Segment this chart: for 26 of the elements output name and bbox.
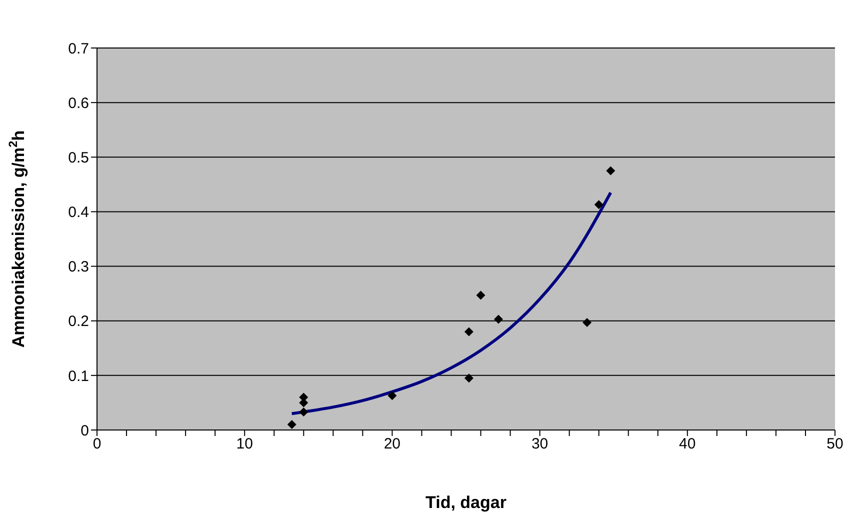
x-tick-label: 0 <box>92 436 102 453</box>
point <box>464 374 474 383</box>
x-tick-label: 50 <box>826 436 844 453</box>
line-series <box>290 191 612 416</box>
point <box>287 420 296 430</box>
point <box>594 200 604 210</box>
y-tick-label: 0.2 <box>68 313 89 330</box>
y-tick-label: 0.4 <box>68 204 89 222</box>
y-tick-label: 0.3 <box>68 258 89 276</box>
y-tick-label: 0 <box>80 422 89 440</box>
y-tick-label: 0.5 <box>68 149 89 166</box>
point <box>388 391 397 400</box>
y-tick-label: 0.1 <box>68 368 89 385</box>
point <box>582 318 592 327</box>
x-tick-label: 30 <box>531 436 548 453</box>
x-tick-label: 20 <box>384 436 401 453</box>
x-axis-title: Tid, dagar <box>426 493 507 512</box>
y-tick-label: 0.6 <box>68 94 89 112</box>
x-tick-label: 40 <box>679 436 696 453</box>
point <box>299 407 308 416</box>
point <box>464 327 474 336</box>
y-tick-label: 0.7 <box>68 40 89 58</box>
x-tick-label: 10 <box>236 436 253 453</box>
point <box>476 290 486 300</box>
point <box>494 314 503 324</box>
point <box>606 166 616 176</box>
